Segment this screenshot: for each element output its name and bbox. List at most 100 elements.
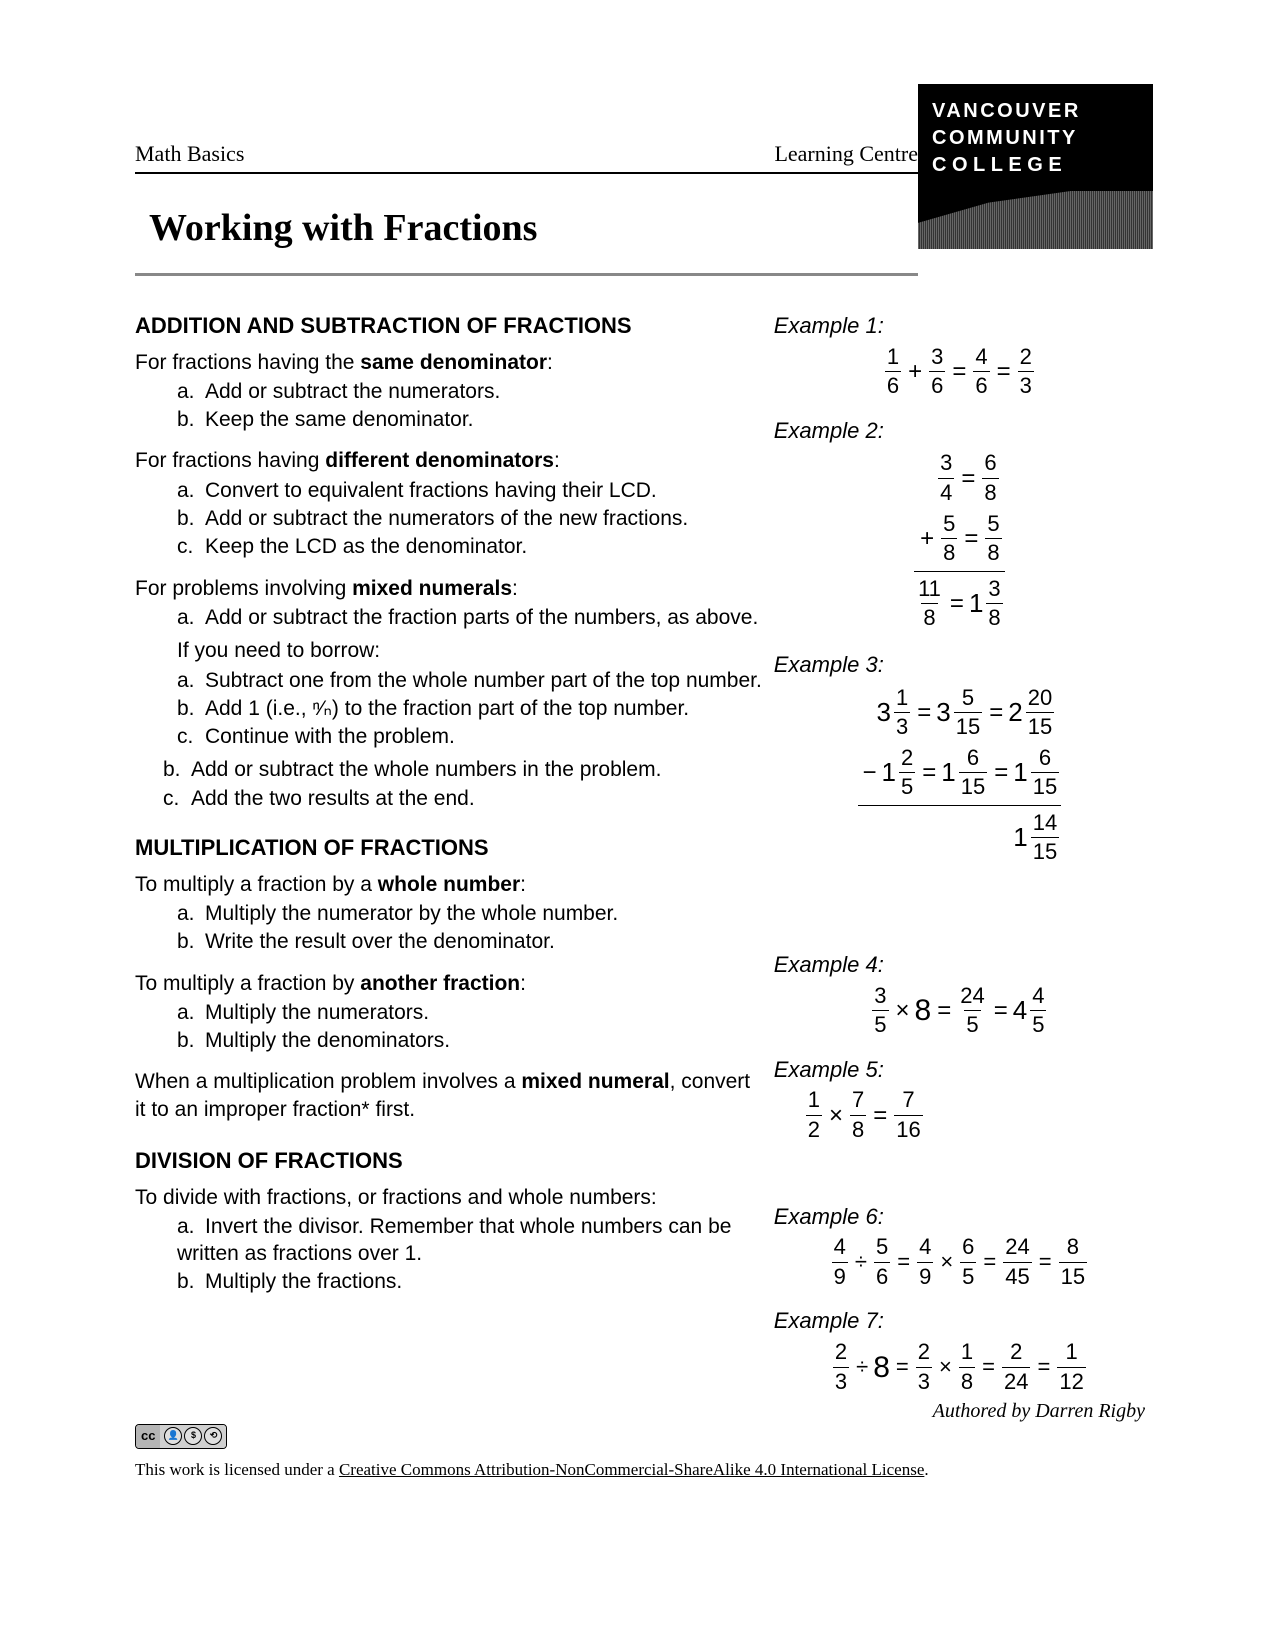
letter: b. [177,406,205,433]
ex2-label: Example 2: [774,417,1145,446]
ex3-label: Example 3: [774,651,1145,680]
num: 3 [929,343,945,372]
list-text: Add or subtract the numerators of the ne… [205,507,688,530]
text-bold: same denominator [360,351,547,374]
den: 6 [874,1262,890,1292]
text-bold: mixed numerals [352,577,512,600]
letter: a. [177,999,205,1026]
section-2-head: MULTIPLICATION OF FRACTIONS [135,834,764,863]
letter: b. [177,695,205,722]
s1-diff-list: a.Convert to equivalent fractions having… [177,477,764,561]
num: 1 [894,684,910,713]
den: 8 [982,478,998,508]
list-text: Add or subtract the numerators. [205,380,500,403]
logo-line-1: VANCOUVER [932,98,1139,125]
den: 8 [850,1115,866,1145]
text: To multiply a fraction by [135,972,360,995]
eq-op: = [1037,1353,1050,1382]
content-columns: ADDITION AND SUBTRACTION OF FRACTIONS Fo… [135,306,1145,1424]
num: 2 [899,744,915,773]
list-text: Add the two results at the end. [191,787,475,810]
den: 5 [1030,1010,1046,1040]
share-icon: ⟲ [204,1427,222,1445]
num: 24 [958,982,986,1011]
whole: 1 [882,756,896,790]
list-text: Write the result over the denominator. [205,930,555,953]
list-text: Multiply the denominators. [205,1029,450,1052]
num: 6 [960,1233,976,1262]
list-text: Keep the same denominator. [205,408,474,431]
ex5-eq: 12 × 78 = 716 [774,1086,1145,1144]
s2-frac-intro: To multiply a fraction by another fracti… [135,970,764,997]
num: 7 [900,1086,916,1115]
den: 3 [916,1367,932,1397]
text-bold: mixed numeral [521,1070,669,1093]
letter: a. [177,477,205,504]
den: 3 [833,1367,849,1397]
eq-op: = [983,1248,996,1277]
whole: 2 [1008,696,1022,730]
s1-mix-list: a.Add or subtract the fraction parts of … [177,604,764,631]
num: 5 [985,510,1001,539]
den: 8 [959,1367,975,1397]
div-op: ÷ [856,1353,868,1382]
page: Math Basics Learning Centre Working with… [0,0,1275,1511]
den: 15 [954,712,982,742]
text: This work is licensed under a [135,1460,339,1479]
times-op: × [829,1100,843,1131]
title-row: Math Basics Learning Centre Working with… [135,140,1145,306]
den: 5 [964,1010,980,1040]
text: To multiply a fraction by a [135,873,378,896]
minus-op: − [863,757,877,788]
num: 3 [872,982,888,1011]
s2-mixed: When a multiplication problem involves a… [135,1068,764,1123]
page-title: Working with Fractions [149,204,918,253]
dollar-icon: $ [184,1427,202,1445]
den: 24 [1002,1367,1030,1397]
ex4-eq: 35 × 8 = 245 = 4 45 [774,982,1145,1040]
num: 2 [833,1338,849,1367]
num: 1 [806,1086,822,1115]
s3-list: a.Invert the divisor. Remember that whol… [177,1213,764,1296]
num: 1 [959,1338,975,1367]
eq-op: = [897,1248,910,1277]
num: 24 [1003,1233,1031,1262]
logo-swoosh [918,191,1153,249]
den: 4 [938,478,954,508]
whole: 8 [915,991,932,1030]
ex5-label: Example 5: [774,1056,1145,1085]
num: 4 [1030,982,1046,1011]
list-text: Multiply the numerators. [205,1001,429,1024]
s1-diff-intro: For fractions having different denominat… [135,447,764,474]
num: 1 [885,343,901,372]
text-bold: another fraction [360,972,520,995]
license-link[interactable]: Creative Commons Attribution-NonCommerci… [339,1460,924,1479]
list-text: Add 1 (i.e., ⁿ⁄ₙ) to the fraction part o… [205,697,689,720]
plus-op: + [920,523,934,554]
whole: 4 [1013,994,1027,1028]
text: : [520,873,526,896]
whole: 8 [873,1348,890,1387]
logo-line-3: COLLEGE [932,152,1139,179]
num: 11 [916,575,943,604]
s3-intro: To divide with fractions, or fractions a… [135,1184,764,1211]
s2-whole-intro: To multiply a fraction by a whole number… [135,871,764,898]
eq-op: = [917,697,931,728]
num: 5 [941,510,957,539]
letter: a. [177,667,205,694]
num: 14 [1031,809,1059,838]
example-5: Example 5: 12 × 78 = 716 [774,1056,1145,1145]
ex3-column: 3 13 = 3 515 = 2 2015 − 1 25 [858,682,1062,870]
logo-line-2: COMMUNITY [932,125,1139,152]
eq-op: = [994,757,1008,788]
den: 15 [1059,1262,1087,1292]
example-6: Example 6: 49 ÷ 56 = 49 × 65 = 2445 = 81… [774,1203,1145,1292]
list-text: Add or subtract the whole numbers in the… [191,758,661,781]
s2-whole-list: a.Multiply the numerator by the whole nu… [177,900,764,956]
list-text: Subtract one from the whole number part … [205,669,762,692]
text: : [547,351,553,374]
eq-op: = [961,463,975,494]
num: 7 [850,1086,866,1115]
text: For fractions having the [135,351,360,374]
example-3: Example 3: 3 13 = 3 515 = 2 2015 [774,651,1145,869]
